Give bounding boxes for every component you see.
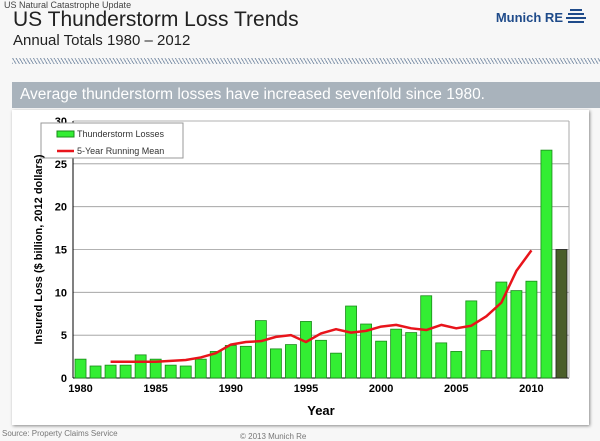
source-note: Source: Property Claims Service — [2, 429, 118, 438]
bar-1988 — [194, 358, 207, 379]
logo-text: Munich RE — [495, 9, 563, 25]
bar-2006 — [465, 300, 478, 379]
munich-re-logo: Munich RE — [496, 8, 586, 26]
x-axis-title: Year — [307, 403, 334, 418]
bar-2001 — [390, 328, 403, 379]
x-tick-label: 2010 — [519, 383, 543, 395]
logo-icon — [566, 9, 586, 23]
bar-2008 — [495, 281, 508, 379]
bar-1980 — [74, 358, 87, 379]
bar-2012 — [555, 249, 568, 379]
y-axis-title: Insured Loss ($ billion, 2012 dollars) — [33, 154, 45, 344]
bar-1983 — [119, 364, 132, 379]
bar-1991 — [239, 345, 252, 379]
bar-2005 — [450, 351, 463, 379]
legend-label-bars: Thunderstorm Losses — [77, 129, 165, 139]
bar-1986 — [164, 364, 177, 379]
bar-1997 — [330, 352, 342, 379]
bar-2010 — [525, 280, 538, 379]
bar-1993 — [269, 348, 282, 379]
legend-label-mean: 5-Year Running Mean — [77, 146, 164, 156]
bar-1996 — [315, 339, 327, 379]
bar-1984 — [134, 354, 147, 379]
bar-1990 — [224, 345, 237, 379]
bar-1981 — [89, 365, 102, 379]
bar-1985 — [149, 358, 162, 379]
y-tick-label: 25 — [55, 159, 67, 171]
bar-2011 — [540, 149, 553, 379]
bar-1989 — [209, 351, 222, 379]
x-tick-label: 2000 — [369, 383, 393, 395]
bar-2007 — [480, 350, 493, 379]
bar-1982 — [104, 364, 117, 379]
bar-1992 — [254, 320, 267, 379]
kicker-text: US Natural Catastrophe Update — [4, 0, 132, 10]
y-tick-label: 10 — [55, 287, 67, 299]
divider-hatch — [12, 58, 600, 64]
bar-2004 — [435, 342, 448, 379]
x-tick-label: 1980 — [68, 383, 92, 395]
bar-1999 — [360, 323, 373, 379]
copyright: © 2013 Munich Re — [240, 432, 307, 441]
bar-2000 — [375, 340, 388, 379]
legend-bar-swatch — [56, 130, 75, 138]
running-mean-line — [110, 249, 533, 363]
y-tick-label: 0 — [61, 373, 67, 385]
x-tick-label: 1995 — [294, 383, 318, 395]
bar-2009 — [510, 290, 523, 379]
x-tick-label: 1990 — [219, 383, 243, 395]
x-tick-label: 2005 — [444, 383, 468, 395]
headline-banner: Average thunderstorm losses have increas… — [12, 82, 600, 108]
y-tick-label: 20 — [55, 202, 67, 214]
bar-2003 — [420, 295, 433, 379]
bar-2002 — [405, 332, 418, 379]
page-title: US Thunderstorm Loss Trends — [13, 8, 299, 31]
x-tick-label: 1985 — [143, 383, 167, 395]
y-tick-label: 5 — [61, 330, 67, 342]
bar-1987 — [179, 365, 192, 379]
bar-1994 — [285, 344, 297, 379]
chart-frame: 0 5 10 15 20 25 30 1980 1985 1990 1995 2000 2005 2010… — [12, 110, 589, 425]
y-tick-label: 15 — [55, 245, 67, 257]
bar-1998 — [345, 305, 357, 379]
bar-1995 — [300, 321, 312, 379]
page-subtitle: Annual Totals 1980 – 2012 — [13, 32, 191, 49]
